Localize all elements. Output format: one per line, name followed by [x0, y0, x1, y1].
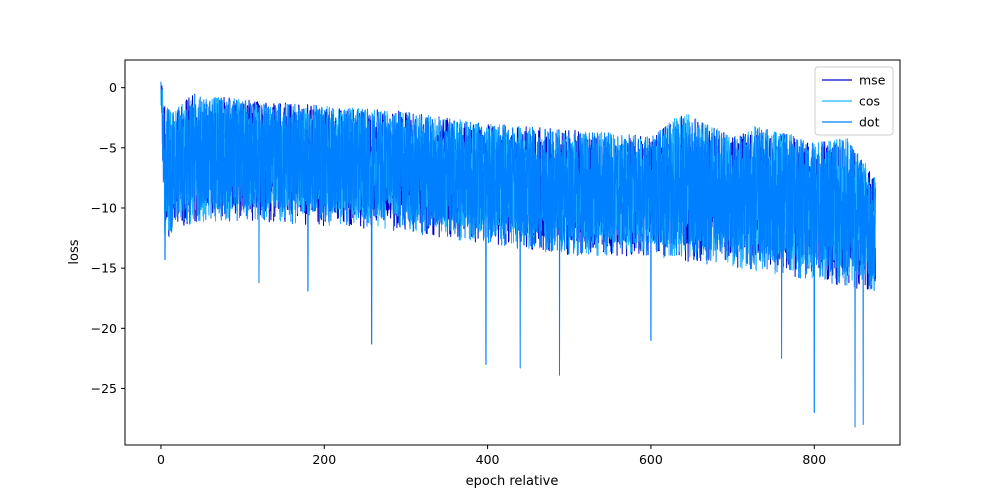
x-axis-ticks: 0 200 400 600 800 — [157, 445, 826, 467]
legend-label-mse: mse — [859, 73, 886, 88]
x-tick-label-3: 600 — [639, 452, 663, 467]
y-tick-label-5: −25 — [91, 381, 117, 396]
x-tick-label-1: 200 — [312, 452, 336, 467]
x-tick-label-2: 400 — [476, 452, 500, 467]
y-tick-label-3: −15 — [91, 261, 117, 276]
series-layer — [160, 81, 876, 428]
legend-box — [814, 66, 894, 136]
plot-frame — [124, 59, 901, 446]
y-tick-label-2: −10 — [91, 200, 117, 215]
series-line-dot — [160, 81, 876, 428]
y-axis-ticks: 0 −5 −10 −15 −20 −25 — [91, 80, 125, 396]
legend-label-dot: dot — [859, 115, 880, 130]
x-axis-label: epoch relative — [466, 474, 559, 489]
y-tick-label-0: 0 — [109, 80, 117, 95]
y-tick-label-1: −5 — [99, 140, 117, 155]
legend: mse cos dot — [814, 66, 894, 136]
x-tick-label-0: 0 — [157, 452, 165, 467]
y-tick-label-4: −20 — [91, 321, 117, 336]
y-axis-label: loss — [67, 239, 82, 264]
legend-label-cos: cos — [859, 94, 880, 109]
x-tick-label-4: 800 — [802, 452, 826, 467]
